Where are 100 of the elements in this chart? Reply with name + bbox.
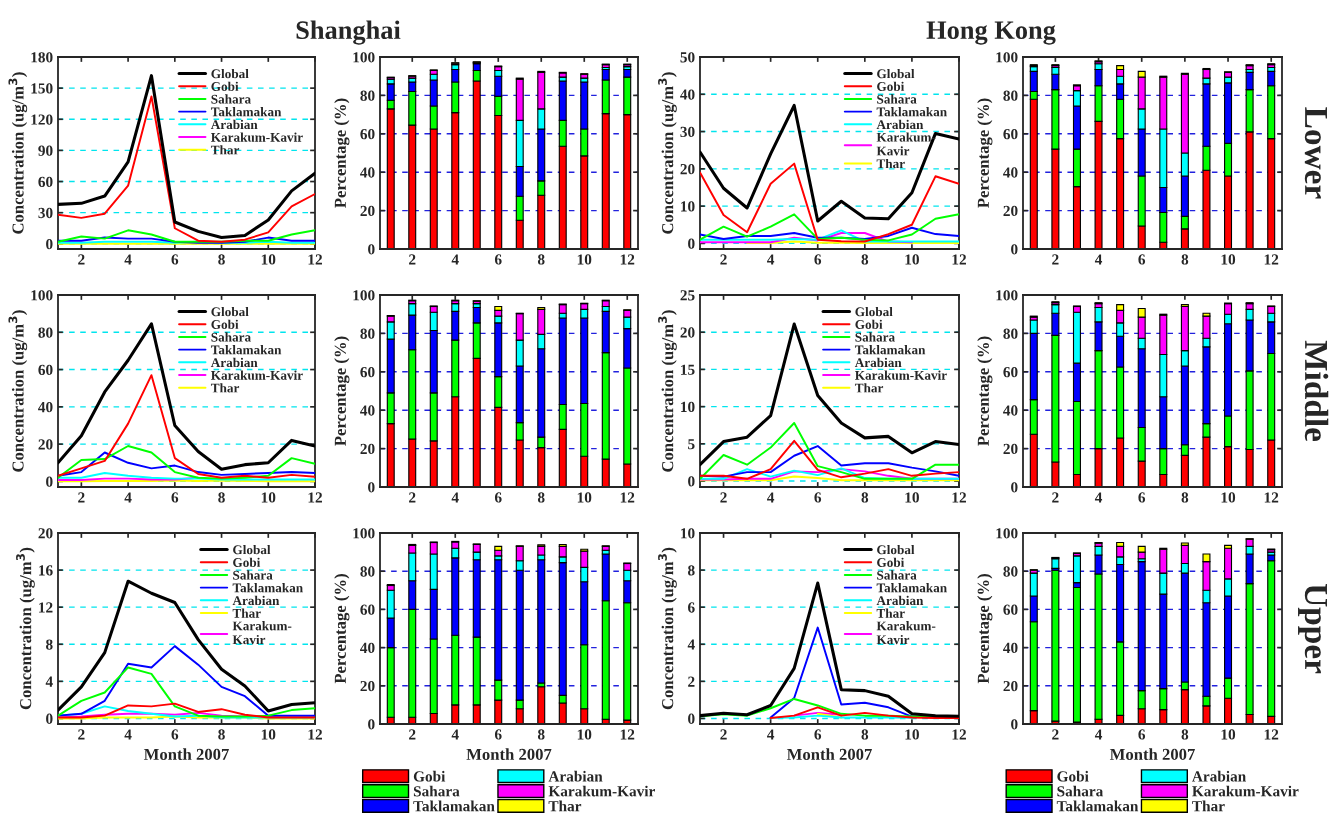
- legend-label: Gobi: [1057, 770, 1089, 782]
- y-axis-title: Concentration (ug/m$^{3}$): [8, 310, 28, 472]
- y-axis-title: Concentration (ug/m$^{3}$): [658, 547, 677, 710]
- legend-label: Arabian: [210, 119, 258, 130]
- legend-label: Sahara: [877, 570, 917, 580]
- x-tick-label: 10: [577, 254, 592, 265]
- x-tick-label: 8: [537, 254, 545, 265]
- legend-label: Global: [877, 68, 915, 79]
- text: Lower: [1304, 107, 1327, 199]
- y-tick-label: 6: [688, 602, 695, 613]
- x-tick-label: 6: [1138, 254, 1146, 265]
- y-tick-label: 40: [1003, 167, 1018, 178]
- x-tick-label: 2: [1052, 729, 1059, 740]
- legend-label: Global: [233, 544, 271, 555]
- x-tick-label: 12: [952, 254, 966, 265]
- x-tick-label: 12: [308, 254, 322, 265]
- x-tick-label: 2: [1052, 492, 1059, 503]
- y-tick-label: 20: [1003, 680, 1018, 692]
- y-tick-label: 100: [996, 52, 1018, 63]
- y-axis-title: Percentage (%): [334, 98, 350, 208]
- y-tick-label: 60: [38, 176, 53, 187]
- y-tick-label: 0: [368, 482, 375, 493]
- legend-label: Gobi: [877, 557, 905, 567]
- x-tick-label: 12: [620, 492, 635, 503]
- legend-label: Gobi: [211, 319, 239, 329]
- legend-label: Arabian: [1192, 770, 1246, 782]
- legend-label: Karakum- Kavir: [876, 621, 936, 645]
- y-tick-label: 80: [38, 327, 53, 338]
- y-axis-title: Percentage (%): [977, 574, 993, 684]
- legend-label: Taklamakan: [232, 583, 303, 593]
- x-tick-label: 12: [1264, 254, 1279, 265]
- x-tick-label: 12: [952, 492, 966, 503]
- y-axis-title: Percentage (%): [977, 336, 993, 446]
- legend-label: Karakum- Kavir: [232, 621, 292, 645]
- legend-label: Taklamakan: [413, 800, 495, 812]
- x-tick-label: 8: [861, 492, 869, 503]
- x-tick-label: 6: [171, 492, 179, 503]
- legend-label: Karakum-Kavir: [1192, 785, 1299, 797]
- x-tick-label: 12: [308, 729, 322, 740]
- y-axis-title: Percentage (%): [977, 98, 993, 208]
- x-tick-label: 4: [451, 729, 459, 740]
- y-tick-label: 0: [1011, 482, 1018, 493]
- x-tick-label: 10: [577, 492, 592, 503]
- y-tick-label: 60: [1003, 366, 1018, 378]
- x-tick-label: 4: [124, 729, 132, 740]
- x-tick-label: 10: [1221, 254, 1236, 265]
- y-tick-label: 60: [38, 364, 53, 376]
- y-tick-label: 40: [1003, 405, 1018, 416]
- x-axis-title: Month 2007: [1109, 748, 1195, 760]
- y-tick-label: 8: [688, 565, 695, 576]
- y-tick-label: 80: [1003, 566, 1018, 577]
- legend-label: Taklamakan: [210, 345, 282, 355]
- legend-label: Thar: [548, 800, 582, 812]
- y-tick-label: 80: [360, 328, 375, 339]
- legend-label: Karakum-Kavir: [211, 132, 303, 142]
- y-tick-label: 0: [46, 476, 53, 487]
- legend-label: Thar: [876, 608, 905, 618]
- x-tick-label: 8: [218, 492, 225, 503]
- legend-label: Sahara: [855, 332, 895, 342]
- x-tick-label: 10: [905, 492, 919, 503]
- y-tick-label: 20: [38, 439, 53, 450]
- x-tick-label: 10: [261, 492, 276, 503]
- x-tick-label: 2: [78, 492, 85, 503]
- x-tick-label: 8: [1181, 254, 1189, 265]
- y-tick-label: 0: [688, 713, 695, 724]
- x-tick-label: 10: [261, 254, 276, 265]
- y-tick-label: 20: [680, 327, 695, 338]
- y-tick-label: 60: [1003, 128, 1018, 140]
- legend-label: Gobi: [877, 81, 905, 91]
- x-tick-label: 8: [218, 254, 225, 265]
- chart-title: Hong Kong: [926, 21, 1056, 45]
- y-tick-label: 20: [360, 205, 375, 217]
- x-tick-label: 4: [1094, 492, 1103, 503]
- legend-label: Karakum-Kavir: [855, 370, 947, 380]
- x-tick-label: 12: [1264, 729, 1279, 740]
- x-tick-label: 12: [620, 729, 635, 740]
- legend-label: Karakum-Kavir: [548, 785, 655, 797]
- y-tick-label: 180: [31, 52, 53, 63]
- y-axis-title: Concentration (ug/m$^{3}$): [16, 547, 35, 710]
- y-tick-label: 16: [39, 565, 53, 576]
- x-tick-label: 2: [1052, 254, 1059, 265]
- y-tick-label: 8: [46, 639, 53, 650]
- x-tick-label: 8: [537, 729, 545, 740]
- y-tick-label: 12: [39, 602, 53, 613]
- y-tick-label: 0: [688, 238, 695, 249]
- legend-label: Sahara: [1057, 785, 1104, 797]
- x-axis-title: Month 2007: [466, 748, 552, 760]
- y-tick-label: 0: [1011, 244, 1018, 255]
- y-tick-label: 60: [360, 366, 375, 378]
- x-axis-title: Month 2007: [143, 748, 229, 760]
- x-tick-label: 2: [720, 729, 727, 740]
- y-tick-label: 40: [1003, 642, 1018, 654]
- y-tick-label: 25: [680, 290, 695, 301]
- y-axis-title: Concentration (ug/m$^{3}$): [658, 72, 677, 234]
- y-axis-title: Concentration (ug/m$^{3}$): [658, 310, 677, 472]
- y-tick-label: 100: [353, 528, 375, 539]
- legend-label: Sahara: [233, 570, 273, 580]
- x-tick-label: 10: [1221, 729, 1236, 740]
- x-tick-label: 2: [720, 254, 727, 265]
- legend-label: Arabian: [854, 357, 902, 368]
